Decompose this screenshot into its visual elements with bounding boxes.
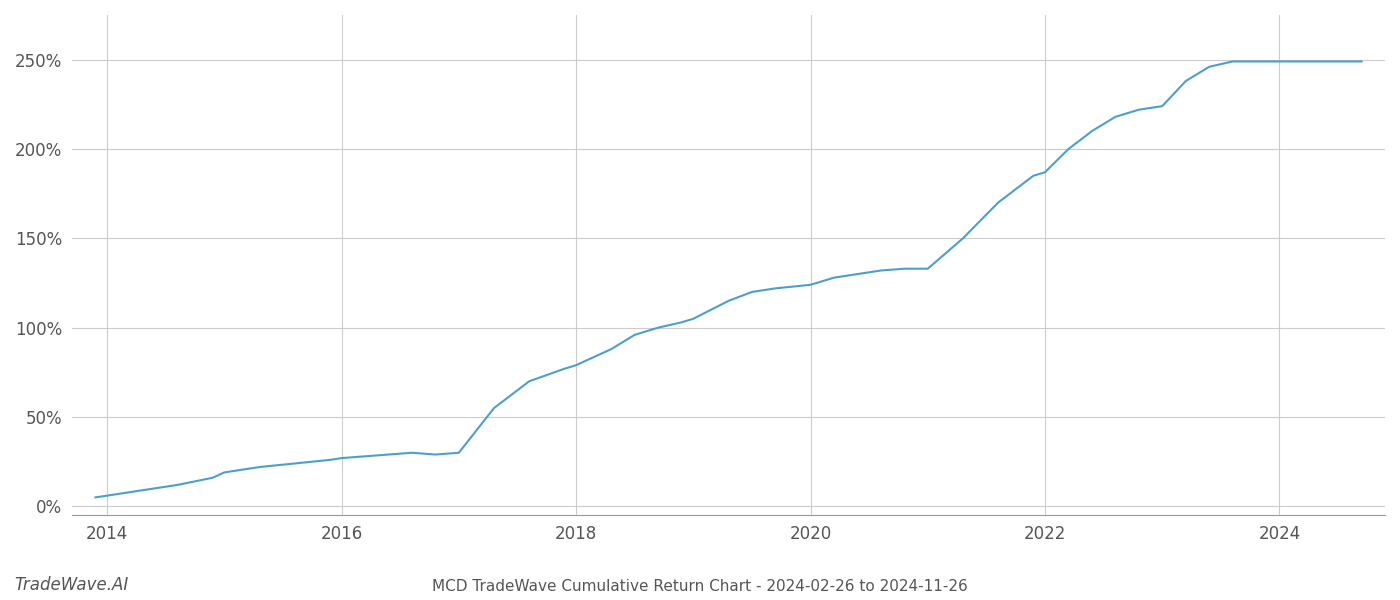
Text: MCD TradeWave Cumulative Return Chart - 2024-02-26 to 2024-11-26: MCD TradeWave Cumulative Return Chart - …: [433, 579, 967, 594]
Text: TradeWave.AI: TradeWave.AI: [14, 576, 129, 594]
